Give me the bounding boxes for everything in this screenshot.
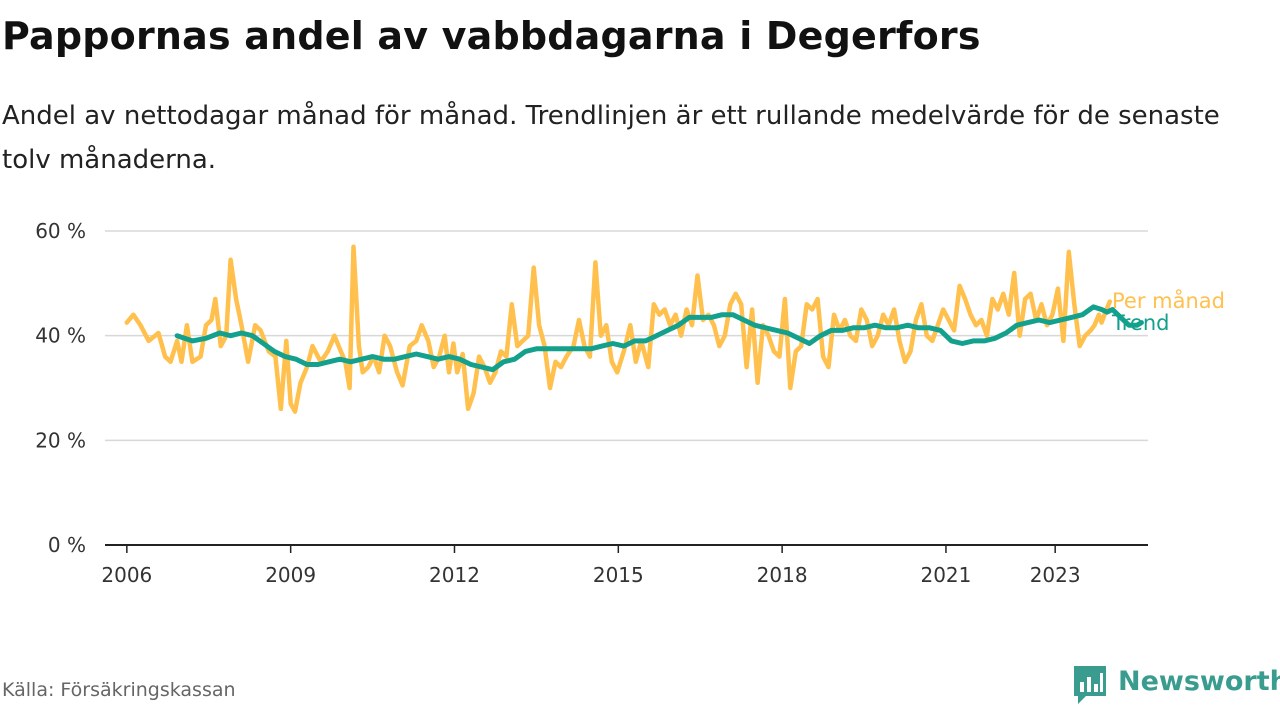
x-tick-label: 2012 — [429, 563, 480, 587]
series-label-trend: Trend — [1111, 311, 1169, 335]
source-credit: Källa: Försäkringskassan — [2, 679, 236, 701]
brand-name: Newsworthy — [1118, 666, 1280, 697]
page-title: Pappornas andel av vabbdagarna i Degerfo… — [2, 14, 981, 58]
y-tick-label: 20 % — [35, 428, 86, 452]
x-axis-ticks: 2006 2009 2012 2015 2018 2021 2023 — [101, 545, 1081, 587]
y-tick-label: 0 % — [48, 533, 86, 557]
series-label-per-manad: Per månad — [1112, 288, 1225, 313]
x-tick-label: 2018 — [757, 563, 808, 587]
newsworthy-logo-icon — [1074, 666, 1106, 704]
y-tick-label: 40 % — [35, 324, 86, 348]
y-tick-label: 60 % — [35, 219, 86, 243]
series-line-per-manad — [124, 244, 1113, 414]
page-subtitle: Andel av nettodagar månad för månad. Tre… — [2, 101, 1220, 175]
x-tick-label: 2023 — [1030, 563, 1081, 587]
brand-logo[interactable]: Newsworthy — [1072, 664, 1280, 708]
x-tick-label: 2021 — [920, 563, 971, 587]
x-tick-label: 2015 — [593, 563, 644, 587]
y-axis-tick-labels: 0 % 20 % 40 % 60 % — [35, 219, 86, 557]
series-line-trend — [174, 304, 1144, 373]
x-tick-label: 2006 — [101, 563, 152, 587]
x-tick-label: 2009 — [265, 563, 316, 587]
